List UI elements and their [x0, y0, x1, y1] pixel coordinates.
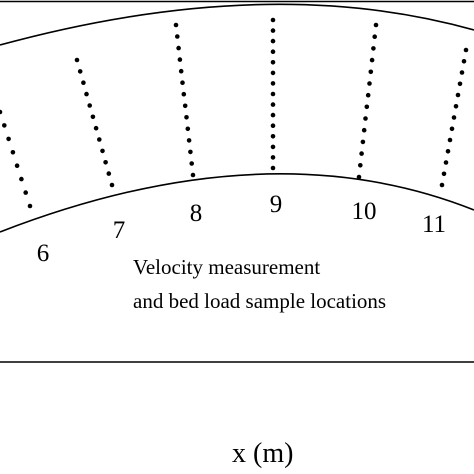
measurement-point — [184, 115, 189, 120]
measurement-point — [19, 176, 24, 182]
measurement-point — [372, 34, 378, 39]
measurement-point — [175, 34, 180, 39]
measurement-point — [270, 17, 276, 23]
measurement-point — [463, 47, 469, 53]
measurement-point — [367, 81, 372, 86]
measurement-point — [445, 149, 451, 154]
measurement-point — [270, 60, 276, 65]
measurement-point — [182, 103, 188, 109]
measurement-point — [441, 171, 447, 177]
measurement-point — [97, 137, 102, 142]
measurement-point — [90, 114, 96, 120]
measurement-point — [356, 174, 362, 180]
measurement-point — [363, 116, 368, 121]
measurement-point — [359, 151, 364, 156]
measurement-point — [270, 102, 276, 107]
measurement-point — [451, 115, 457, 120]
measurement-point — [100, 148, 105, 154]
measurement-point — [457, 81, 463, 87]
measurement-point — [270, 81, 276, 86]
measurement-point — [74, 57, 80, 63]
measurement-point — [103, 160, 108, 165]
measurement-points — [0, 17, 469, 209]
measurement-point — [185, 126, 191, 132]
inner-bank-curve — [0, 173, 474, 233]
measurement-point — [455, 92, 461, 98]
measurement-point — [106, 171, 112, 176]
measurement-point — [368, 69, 374, 75]
section-label-11: 11 — [422, 211, 446, 238]
x-axis-label: x (m) — [232, 438, 293, 469]
measurement-point — [81, 80, 86, 85]
measurement-point — [84, 91, 89, 97]
measurement-point — [190, 172, 196, 178]
measurement-point — [453, 104, 459, 109]
measurement-point — [461, 59, 467, 64]
annotation-line-2: and bed load sample locations — [133, 289, 386, 313]
measurement-point — [188, 149, 193, 155]
measurement-point — [23, 190, 29, 195]
measurement-point — [447, 137, 453, 143]
measurement-point — [270, 144, 276, 150]
measurement-point — [109, 182, 115, 188]
measurement-point — [178, 68, 184, 74]
measurement-point — [358, 163, 363, 168]
measurement-point — [10, 150, 16, 155]
measurement-point — [270, 155, 276, 160]
measurement-point — [270, 70, 276, 76]
measurement-point — [270, 134, 276, 139]
measurement-point — [270, 123, 276, 128]
measurement-point — [439, 182, 445, 188]
section-label-9: 9 — [270, 191, 283, 218]
measurement-point — [449, 126, 455, 132]
measurement-point — [180, 80, 185, 85]
section-label-8: 8 — [190, 200, 203, 227]
measurement-point — [369, 57, 375, 63]
measurement-point — [27, 203, 33, 209]
measurement-point — [364, 104, 370, 110]
measurement-point — [360, 139, 366, 145]
measurement-point — [270, 49, 276, 54]
section-label-7: 7 — [113, 217, 126, 244]
measurement-point — [14, 163, 20, 168]
measurement-point — [2, 123, 7, 128]
measurement-point — [270, 112, 276, 118]
measurement-point — [365, 92, 371, 98]
measurement-point — [371, 46, 376, 51]
measurement-point — [177, 57, 183, 62]
measurement-point — [173, 22, 179, 28]
outer-bank-curve — [0, 3, 474, 46]
measurement-point — [189, 161, 194, 166]
measurement-point — [270, 38, 276, 44]
measurement-point — [186, 138, 192, 143]
measurement-point — [77, 69, 83, 74]
measurement-point — [0, 109, 3, 115]
measurement-point — [176, 45, 181, 51]
section-label-10: 10 — [352, 198, 377, 225]
measurement-point — [270, 28, 276, 33]
measurement-point — [87, 103, 92, 108]
measurement-point — [443, 160, 449, 165]
measurement-point — [459, 70, 465, 75]
measurement-point — [93, 125, 99, 131]
annotation-line-1: Velocity measurement — [133, 255, 320, 279]
measurement-point — [270, 165, 276, 171]
measurement-point — [361, 127, 367, 133]
measurement-point — [181, 91, 187, 97]
measurement-point — [373, 22, 379, 28]
measurement-point — [270, 91, 276, 97]
section-label-6: 6 — [37, 240, 50, 267]
measurement-point — [6, 136, 11, 142]
